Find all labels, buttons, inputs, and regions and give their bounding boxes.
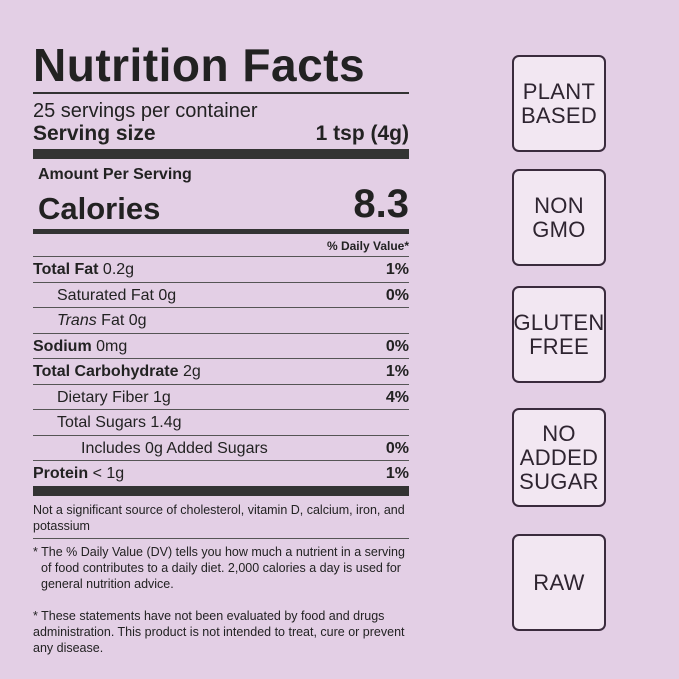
badge-line: RAW <box>533 569 585 595</box>
daily-value-header: % Daily Value* <box>33 234 409 257</box>
servings-per-container: 25 servings per container <box>33 100 258 122</box>
nutrient-name: Protein <box>33 465 89 482</box>
nutrient-amount: 0g <box>124 312 147 329</box>
nutrient-name-italic: Trans <box>57 312 97 329</box>
badge-line: NON <box>534 192 584 218</box>
nutrient-row-protein: Protein < 1g 1% <box>33 461 409 486</box>
badge-gluten-free: GLUTEN FREE <box>512 286 606 383</box>
nutrient-row-added-sugars: Includes 0g Added Sugars 0% <box>33 436 409 461</box>
daily-value-footnote: * The % Daily Value (DV) tells you how m… <box>33 539 409 592</box>
badge-line: ADDED <box>519 444 599 470</box>
serving-size-row: Serving size 1 tsp (4g) <box>33 122 409 149</box>
nutrient-amount: 0g <box>153 286 177 304</box>
nutrient-row-total-carbohydrate: Total Carbohydrate 2g 1% <box>33 359 409 385</box>
nutrient-name: Total Sugars <box>57 414 146 431</box>
badge-no-added-sugar: NO ADDED SUGAR <box>512 408 606 507</box>
nutrient-row-saturated-fat: Saturated Fat 0g 0% <box>33 283 409 308</box>
divider-medium <box>33 229 409 234</box>
daily-value-footnote-text: * The % Daily Value (DV) tells you how m… <box>33 544 405 591</box>
nutrient-dv: 1% <box>385 363 409 380</box>
badge-line: NO <box>542 420 576 446</box>
nutrient-dv: 0% <box>385 337 409 355</box>
calories-value: 8.3 <box>353 182 409 226</box>
nutrient-amount: 0mg <box>91 337 128 355</box>
nutrient-amount: 1g <box>148 388 171 406</box>
not-significant-note: Not a significant source of cholesterol,… <box>33 496 409 539</box>
calories-label: Calories <box>38 191 161 226</box>
divider-thick <box>33 149 409 159</box>
badge-non-gmo: NON GMO <box>512 169 606 266</box>
nutrient-dv: 1% <box>385 465 409 482</box>
nutrient-amount: 2g <box>178 363 201 380</box>
badge-line: PLANT <box>522 78 596 104</box>
nutrient-name: Includes 0g Added Sugars <box>81 439 268 457</box>
nutrient-dv: 0% <box>385 286 409 304</box>
fda-statement-note: * These statements have not been evaluat… <box>33 608 405 655</box>
nutrient-name: Total Fat <box>33 261 99 278</box>
serving-size-value: 1 tsp (4g) <box>315 122 409 145</box>
nutrient-amount: 0.2g <box>98 261 135 278</box>
badge-raw: RAW <box>512 534 606 631</box>
badge-line: SUGAR <box>519 468 599 494</box>
nutrition-facts-label: Nutrition Facts 25 servings per containe… <box>33 42 409 656</box>
nutrient-row-sodium: Sodium 0mg 0% <box>33 334 409 359</box>
nutrient-amount: 1.4g <box>145 414 182 431</box>
amount-per-serving: Amount Per Serving <box>38 166 192 183</box>
nutrient-amount: < 1g <box>88 465 125 482</box>
nutrient-name: Fat <box>96 312 125 329</box>
nutrient-name: Dietary Fiber <box>57 388 149 406</box>
divider-thick <box>33 485 409 496</box>
calories-row: Calories 8.3 <box>33 184 409 224</box>
serving-size-label: Serving size <box>33 122 156 145</box>
nutrient-dv: 0% <box>385 439 409 457</box>
badge-line: GMO <box>532 216 586 242</box>
badge-line: FREE <box>529 333 589 359</box>
nutrient-row-dietary-fiber: Dietary Fiber 1g 4% <box>33 385 409 410</box>
badge-plant-based: PLANT BASED <box>512 55 606 152</box>
nutrient-row-total-fat: Total Fat 0.2g 1% <box>33 257 409 283</box>
nutrient-name: Sodium <box>33 337 92 355</box>
nutrient-row-total-sugars: Total Sugars 1.4g <box>33 410 409 436</box>
badge-line: BASED <box>520 102 598 128</box>
nutrient-name: Total Carbohydrate <box>33 363 179 380</box>
nutrient-name: Saturated Fat <box>57 286 154 304</box>
nutrient-row-trans-fat: Trans Fat 0g <box>33 308 409 334</box>
nutrition-title: Nutrition Facts <box>33 42 409 94</box>
nutrient-dv: 1% <box>385 261 409 278</box>
nutrient-dv: 4% <box>385 388 409 406</box>
badge-line: GLUTEN <box>513 309 605 335</box>
